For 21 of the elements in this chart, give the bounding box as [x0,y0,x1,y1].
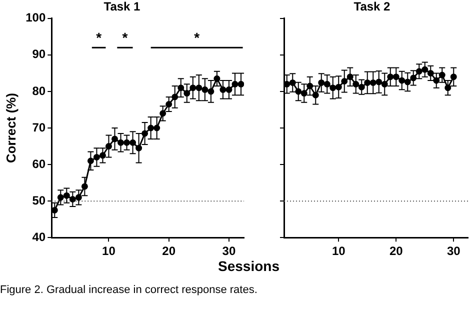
x-tick-label: 20 [389,244,404,258]
x-tick-label: 20 [162,244,176,258]
annotation: * [122,29,128,46]
y-tick-label: 50 [32,193,46,208]
y-tick-label: 70 [32,120,46,134]
chart-title: Task 1 [104,0,141,14]
caption: Figure 2. Gradual increase in correct response rates. [0,284,258,296]
annotation: * [194,29,200,46]
chart-title: Task 2 [354,0,391,14]
annotation: * [96,29,102,46]
y-tick-label: 100 [26,10,46,25]
y-axis-title: Correct (%) [3,92,18,164]
y-tick-label: 80 [32,84,46,98]
y-tick-label: 60 [32,156,46,171]
x-tick-label: 10 [332,244,346,258]
x-axis-title: Sessions [218,258,280,274]
x-tick-label: 30 [222,244,236,258]
y-tick-label: 90 [32,47,46,62]
y-tick-label: 40 [32,230,46,244]
x-tick-label: 30 [446,244,461,258]
x-tick-label: 10 [102,244,116,258]
